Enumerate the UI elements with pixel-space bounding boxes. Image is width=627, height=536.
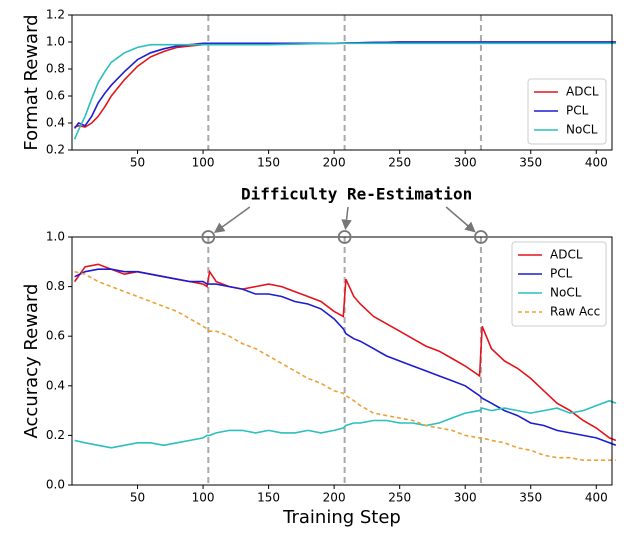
x-tick-label: 200 bbox=[323, 491, 346, 505]
series-line bbox=[73, 41, 616, 129]
x-tick-label: 300 bbox=[454, 491, 477, 505]
legend-label: PCL bbox=[550, 267, 573, 281]
x-tick-label: 400 bbox=[585, 156, 608, 170]
series-line bbox=[74, 399, 617, 449]
x-tick-label: 50 bbox=[130, 156, 145, 170]
x-tick-label: 150 bbox=[257, 491, 280, 505]
x-tick-label: 300 bbox=[454, 156, 477, 170]
y-tick-label: 0.8 bbox=[46, 279, 65, 293]
x-axis-label: Training Step bbox=[282, 507, 401, 528]
y-tick-label: 0.4 bbox=[46, 116, 65, 130]
x-tick-label: 50 bbox=[130, 491, 145, 505]
x-tick-label: 100 bbox=[192, 156, 215, 170]
annotation-arrow bbox=[445, 206, 476, 233]
annotation-arrow bbox=[213, 206, 251, 233]
annotation: Difficulty Re-Estimation bbox=[241, 185, 472, 204]
reestimation-marker bbox=[474, 230, 488, 244]
legend-box bbox=[527, 78, 607, 145]
x-tick-label: 250 bbox=[388, 156, 411, 170]
reestimation-marker bbox=[337, 230, 352, 244]
y-tick-label: 0.8 bbox=[46, 62, 65, 76]
y-tick-label: 1.2 bbox=[46, 8, 65, 22]
series-line bbox=[74, 270, 616, 461]
legend-label: ADCL bbox=[566, 85, 599, 99]
y-tick-label: 0.6 bbox=[46, 89, 65, 103]
legend-label: PCL bbox=[566, 104, 589, 118]
x-tick-label: 350 bbox=[519, 491, 542, 505]
x-tick-label: 400 bbox=[585, 491, 608, 505]
x-tick-label: 150 bbox=[257, 156, 280, 170]
y-tick-label: 1.0 bbox=[46, 230, 65, 244]
y-axis-label: Accuracy Reward bbox=[21, 284, 42, 439]
x-tick-label: 350 bbox=[519, 156, 542, 170]
x-tick-label: 250 bbox=[388, 491, 411, 505]
y-tick-label: 0.2 bbox=[46, 428, 65, 442]
axes-frame bbox=[71, 14, 613, 151]
x-tick-label: 200 bbox=[323, 156, 346, 170]
series-line bbox=[74, 268, 617, 447]
legend-label: ADCL bbox=[550, 248, 583, 262]
y-tick-label: 1.0 bbox=[46, 35, 65, 49]
series-line bbox=[73, 42, 616, 140]
plot-area bbox=[72, 15, 612, 150]
legend-label: Raw Acc bbox=[550, 305, 600, 319]
reestimation-marker bbox=[201, 230, 216, 244]
y-tick-label: 0.4 bbox=[46, 378, 65, 392]
legend-label: NoCL bbox=[566, 123, 598, 137]
axes-frame bbox=[71, 236, 613, 486]
x-tick-label: 100 bbox=[192, 491, 215, 505]
y-tick-label: 0.0 bbox=[46, 478, 65, 492]
annotation-arrow bbox=[341, 206, 352, 231]
y-axis-label: Format Reward bbox=[21, 14, 42, 150]
y-tick-label: 0.6 bbox=[46, 329, 65, 343]
legend-box bbox=[511, 241, 607, 327]
legend-label: NoCL bbox=[550, 286, 582, 300]
y-tick-label: 0.2 bbox=[46, 143, 65, 157]
